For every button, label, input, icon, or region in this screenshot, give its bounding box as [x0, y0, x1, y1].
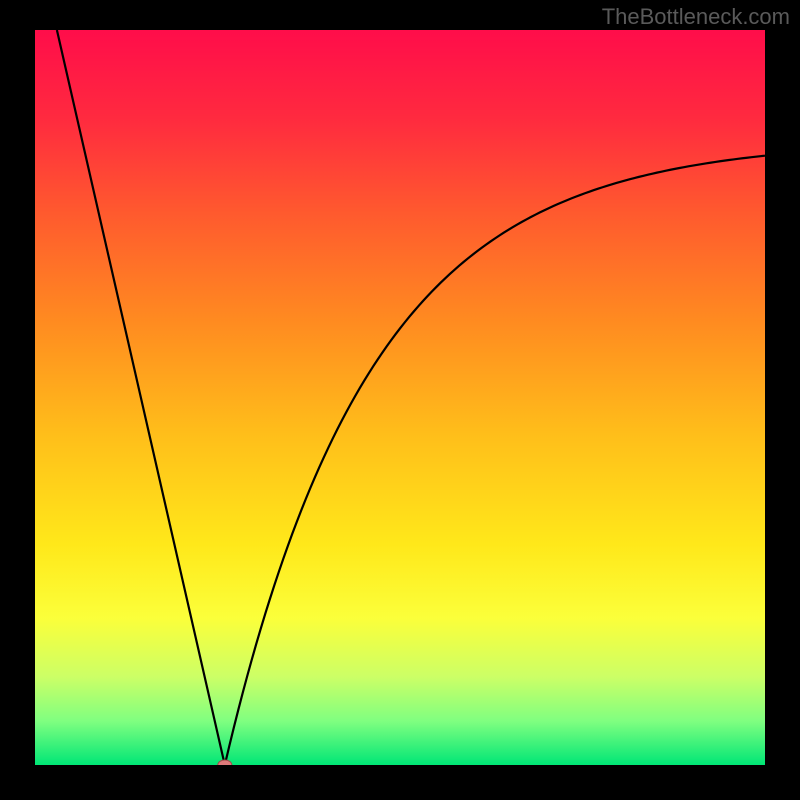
- chart-svg: [35, 30, 765, 765]
- watermark-text: TheBottleneck.com: [602, 4, 790, 30]
- chart-frame: TheBottleneck.com: [0, 0, 800, 800]
- plot-area: [35, 30, 765, 765]
- chart-background: [35, 30, 765, 765]
